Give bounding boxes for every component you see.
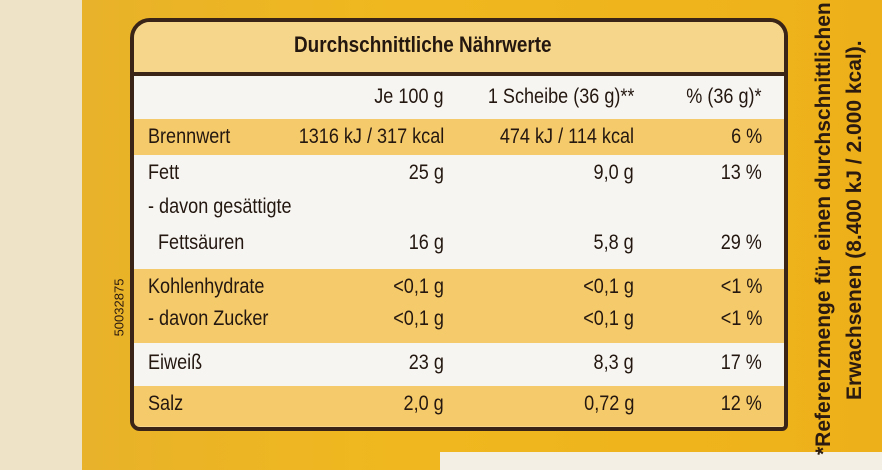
- cell-per100: <0,1 g: [393, 275, 444, 298]
- cell-pct: 12 %: [720, 392, 762, 415]
- nutrition-table: Durchschnittliche Nährwerte Je 100 g 1 S…: [130, 18, 788, 431]
- cell-per100: <0,1 g: [393, 307, 444, 330]
- package-edge: [440, 452, 882, 470]
- footnote-line-2: Erwachsenen (8.400 kJ / 2.000 kcal).: [843, 40, 866, 400]
- cell-pct: <1 %: [720, 307, 762, 330]
- cell-slice: 5,8 g: [593, 231, 634, 254]
- cell-pct: 17 %: [720, 351, 762, 374]
- row-label: Fettsäuren: [158, 231, 245, 254]
- table-row: Salz 2,0 g 0,72 g 12 %: [134, 386, 784, 426]
- cell-pct: 29 %: [720, 231, 762, 254]
- table-row: Eiweiß 23 g 8,3 g 17 %: [134, 343, 784, 386]
- cell-pct: <1 %: [720, 275, 762, 298]
- col-per100: Je 100 g: [374, 85, 444, 108]
- row-label: Eiweiß: [148, 351, 203, 374]
- cell-slice: 9,0 g: [593, 161, 634, 184]
- row-label: - davon gesättigte: [148, 195, 292, 218]
- table-row: Kohlenhydrate <0,1 g <0,1 g <1 % - davon…: [134, 269, 784, 343]
- cell-per100: 25 g: [408, 161, 444, 184]
- cell-slice: 0,72 g: [583, 392, 634, 415]
- table-row: Fett 25 g 9,0 g 13 % - davon gesättigte …: [134, 155, 784, 269]
- cell-per100: 23 g: [408, 351, 444, 374]
- row-label: Brennwert: [148, 125, 231, 148]
- cell-pct: 13 %: [720, 161, 762, 184]
- cell-slice: <0,1 g: [583, 275, 634, 298]
- cell-per100: 16 g: [408, 231, 444, 254]
- cell-slice: 8,3 g: [593, 351, 634, 374]
- table-title: Durchschnittliche Nährwerte: [294, 32, 552, 57]
- cell-slice: <0,1 g: [583, 307, 634, 330]
- product-code: 50032875: [111, 278, 127, 337]
- row-label: Salz: [148, 392, 184, 415]
- col-slice: 1 Scheibe (36 g)**: [487, 85, 634, 108]
- cell-per100: 2,0 g: [403, 392, 444, 415]
- row-label: - davon Zucker: [148, 307, 269, 330]
- row-label: Kohlenhydrate: [148, 275, 265, 298]
- table-header: Durchschnittliche Nährwerte: [134, 22, 784, 76]
- footnote-line-1: *Referenzmenge für einen durchschnittlic…: [812, 2, 835, 455]
- cell-slice: 474 kJ / 114 kcal: [499, 125, 634, 148]
- col-pct: % (36 g)*: [686, 85, 762, 108]
- table-row: Brennwert 1316 kJ / 317 kcal 474 kJ / 11…: [134, 119, 784, 155]
- cell-pct: 6 %: [730, 125, 762, 148]
- cell-per100: 1316 kJ / 317 kcal: [298, 125, 444, 148]
- row-label: Fett: [148, 161, 180, 184]
- column-header-row: Je 100 g 1 Scheibe (36 g)** % (36 g)*: [134, 76, 784, 119]
